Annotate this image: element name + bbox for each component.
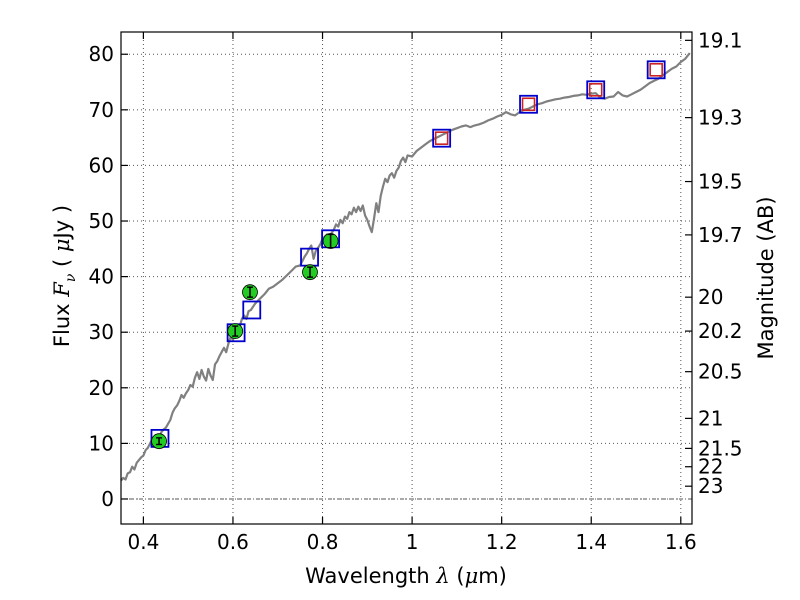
x-axis-label: Wavelength λ (μm) <box>305 564 507 588</box>
y2-tick-label: 21.5 <box>698 436 743 460</box>
model-point <box>586 80 606 100</box>
model-point-box <box>519 94 538 114</box>
observed-point <box>151 433 167 450</box>
x-tick-label: 1.2 <box>486 530 518 554</box>
model-photometry-points <box>150 60 666 448</box>
model-point <box>646 60 666 80</box>
y-tick-label: 50 <box>89 209 114 233</box>
y-tick-label: 60 <box>89 153 114 177</box>
model-point-box <box>432 128 452 148</box>
model-point-box <box>646 60 666 80</box>
y-tick-label: 40 <box>89 265 114 289</box>
plot-frame <box>120 31 693 525</box>
x-tick-label: 1.6 <box>665 530 697 554</box>
observed-point <box>242 284 258 301</box>
y2-tick-label: 20.5 <box>698 360 743 384</box>
x-tick-label: 0.6 <box>217 530 249 554</box>
y-tick-label: 30 <box>89 320 114 344</box>
model-point-inner-box <box>649 63 663 77</box>
x-tick-label: 0.4 <box>127 530 159 554</box>
y2-tick-label: 19.1 <box>698 28 743 52</box>
observed-photometry-points <box>151 233 339 450</box>
model-point <box>242 300 262 320</box>
model-point <box>519 94 538 114</box>
y-tick-label: 80 <box>89 42 114 66</box>
x-tick-label: 1.4 <box>575 530 607 554</box>
model-point-box <box>586 80 606 100</box>
y2-axis-label: Magnitude (AB) <box>754 196 778 359</box>
y2-tick-label: 23 <box>698 474 723 498</box>
observed-point <box>302 264 318 281</box>
observed-point <box>227 323 244 339</box>
model-point-inner-box <box>588 83 603 97</box>
y-axis-label: Flux Fν ( μJy ) <box>50 205 79 347</box>
y-tick-label: 20 <box>89 376 114 400</box>
y2-tick-label: 19.5 <box>698 170 743 194</box>
model-point-inner-box <box>521 97 536 112</box>
model-point <box>432 128 452 148</box>
y-tick-label: 0 <box>101 487 114 511</box>
y-tick-label: 70 <box>89 98 114 122</box>
y2-tick-label: 19.3 <box>698 106 743 130</box>
y-axis-ticks: 0 10 20 30 40 50 60 70 80 <box>89 42 128 511</box>
y2-tick-label: 20 <box>698 285 723 309</box>
model-point-box <box>242 300 262 320</box>
model-point-inner-box <box>434 131 449 145</box>
x-tick-label: 0.8 <box>307 530 339 554</box>
sed-model-curve <box>120 52 691 482</box>
y-tick-label: 10 <box>89 431 114 455</box>
x-tick-label: 1 <box>406 530 419 554</box>
y2-tick-label: 21 <box>698 406 723 430</box>
y2-tick-label: 20.2 <box>698 319 743 343</box>
x-axis-ticks: 0.4 0.6 0.8 1 1.2 1.4 1.6 <box>127 32 697 554</box>
observed-point <box>322 233 339 249</box>
y2-tick-label: 22 <box>698 455 723 479</box>
y2-tick-label: 19.7 <box>698 223 743 247</box>
